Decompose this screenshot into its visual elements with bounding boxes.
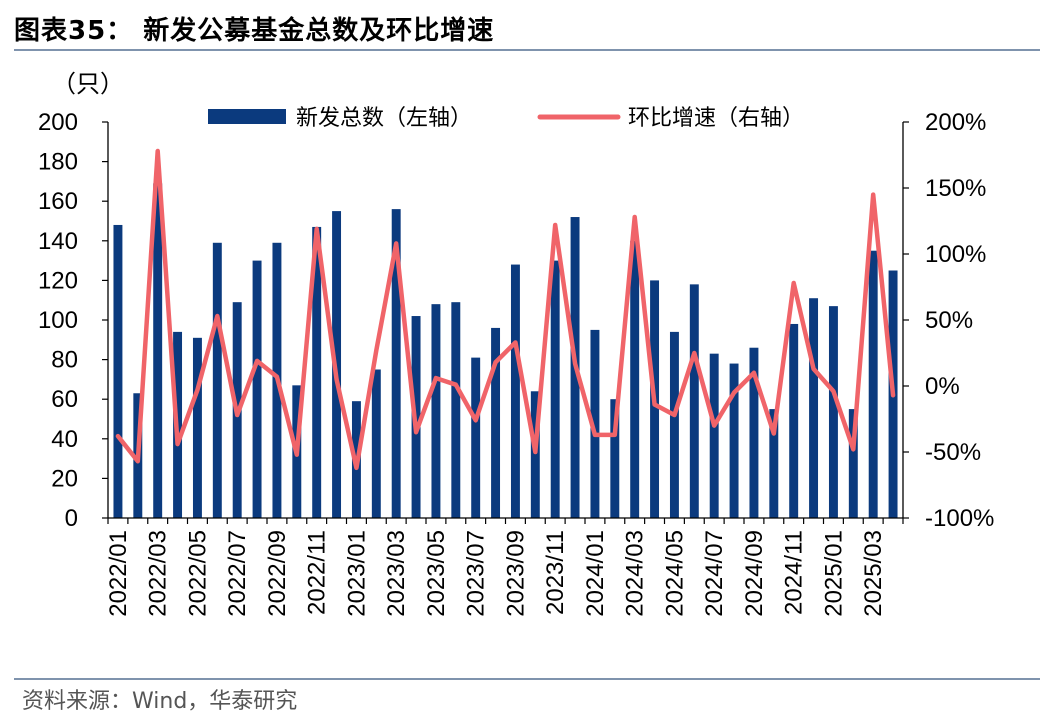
bar-2024/10 bbox=[769, 409, 779, 518]
x-tick-label: 2023/11 bbox=[542, 530, 569, 615]
bar-2023/09 bbox=[510, 264, 520, 518]
chart-axes: 0 20 40 60 80 100 120 140 160 180 200 -100% -50% 0% 50… bbox=[38, 109, 994, 617]
right-tick-label: 100% bbox=[925, 241, 986, 268]
x-tick-label: 2024/07 bbox=[701, 530, 728, 617]
line-series bbox=[115, 148, 896, 471]
x-tick-label: 2024/03 bbox=[622, 530, 649, 617]
bar-2024/07 bbox=[709, 353, 719, 518]
x-tick-label: 2023/09 bbox=[502, 530, 529, 617]
bar-2024/03 bbox=[630, 240, 640, 519]
right-tick-label: 0% bbox=[925, 373, 960, 400]
bar-2024/02 bbox=[610, 399, 620, 518]
bar-2023/05 bbox=[431, 304, 441, 518]
right-tick-label: 200% bbox=[925, 109, 986, 136]
bar-2023/10 bbox=[530, 391, 540, 518]
x-tick-label: 2022/11 bbox=[304, 530, 331, 615]
x-tick-label: 2024/09 bbox=[741, 530, 768, 617]
bar-2023/11 bbox=[550, 260, 560, 518]
left-tick-label: 160 bbox=[38, 188, 78, 215]
bar-2024/12 bbox=[809, 298, 819, 518]
bar-2022/06 bbox=[212, 242, 222, 518]
bar-2024/06 bbox=[689, 284, 699, 518]
left-tick-label: 200 bbox=[38, 109, 78, 136]
bar-2025/02 bbox=[848, 409, 858, 518]
right-tick-label: 50% bbox=[925, 307, 973, 334]
bar-2023/02 bbox=[371, 369, 381, 518]
bar-2023/08 bbox=[491, 327, 501, 518]
bar-2022/03 bbox=[153, 183, 163, 518]
x-tick-label: 2022/05 bbox=[184, 530, 211, 617]
bar-2022/11 bbox=[312, 226, 322, 518]
left-tick-label: 40 bbox=[51, 426, 78, 453]
bar-2024/09 bbox=[749, 347, 759, 518]
legend-bar-swatch bbox=[208, 109, 286, 124]
x-tick-label: 2023/01 bbox=[343, 530, 370, 617]
bar-2022/08 bbox=[252, 260, 262, 518]
left-axis-unit-label: （只） bbox=[52, 71, 124, 98]
x-tick-label: 2022/01 bbox=[105, 530, 132, 617]
bar-2025/01 bbox=[828, 306, 838, 518]
x-tick-label: 2025/01 bbox=[820, 530, 847, 617]
bar-2025/03 bbox=[868, 250, 878, 518]
legend-line-label: 环比增速（右轴） bbox=[628, 106, 804, 131]
bar-2022/05 bbox=[192, 337, 202, 518]
bar-2024/11 bbox=[789, 323, 799, 518]
x-tick-label: 2022/09 bbox=[264, 530, 291, 617]
right-tick-label: 150% bbox=[925, 175, 986, 202]
title-divider bbox=[14, 49, 1040, 51]
bar-2024/08 bbox=[729, 363, 739, 518]
legend-bar-label: 新发总数（左轴） bbox=[296, 106, 472, 131]
x-tick-label: 2023/07 bbox=[463, 530, 490, 617]
bar-2023/03 bbox=[391, 209, 401, 518]
bar-2024/01 bbox=[590, 329, 600, 518]
left-tick-label: 80 bbox=[51, 347, 78, 374]
growth-rate-line bbox=[115, 148, 896, 471]
left-tick-label: 100 bbox=[38, 307, 78, 334]
figure-title: 图表35： 新发公募基金总数及环比增速 bbox=[14, 16, 495, 46]
bar-2023/07 bbox=[471, 357, 481, 518]
source-note: 资料来源：Wind，华泰研究 bbox=[22, 689, 298, 714]
x-tick-label: 2024/11 bbox=[781, 530, 808, 615]
right-tick-label: -100% bbox=[925, 505, 994, 532]
bar-2024/05 bbox=[669, 331, 679, 518]
x-tick-label: 2023/05 bbox=[423, 530, 450, 617]
right-tick-label: -50% bbox=[925, 439, 981, 466]
source-divider bbox=[14, 678, 1040, 680]
bar-2022/01 bbox=[113, 224, 123, 518]
x-tick-label: 2022/07 bbox=[224, 530, 251, 617]
left-tick-label: 60 bbox=[51, 386, 78, 413]
bar-2023/06 bbox=[451, 302, 461, 518]
x-tick-label: 2024/01 bbox=[582, 530, 609, 617]
left-tick-label: 140 bbox=[38, 228, 78, 255]
x-tick-label: 2025/03 bbox=[860, 530, 887, 617]
left-tick-label: 20 bbox=[51, 465, 78, 492]
left-tick-label: 180 bbox=[38, 149, 78, 176]
chart-legend: 新发总数（左轴） 环比增速（右轴） bbox=[208, 106, 804, 131]
left-tick-label: 0 bbox=[65, 505, 78, 532]
x-tick-label: 2023/03 bbox=[383, 530, 410, 617]
x-tick-label: 2022/03 bbox=[145, 530, 172, 617]
x-tick-label: 2024/05 bbox=[661, 530, 688, 617]
left-tick-label: 120 bbox=[38, 267, 78, 294]
